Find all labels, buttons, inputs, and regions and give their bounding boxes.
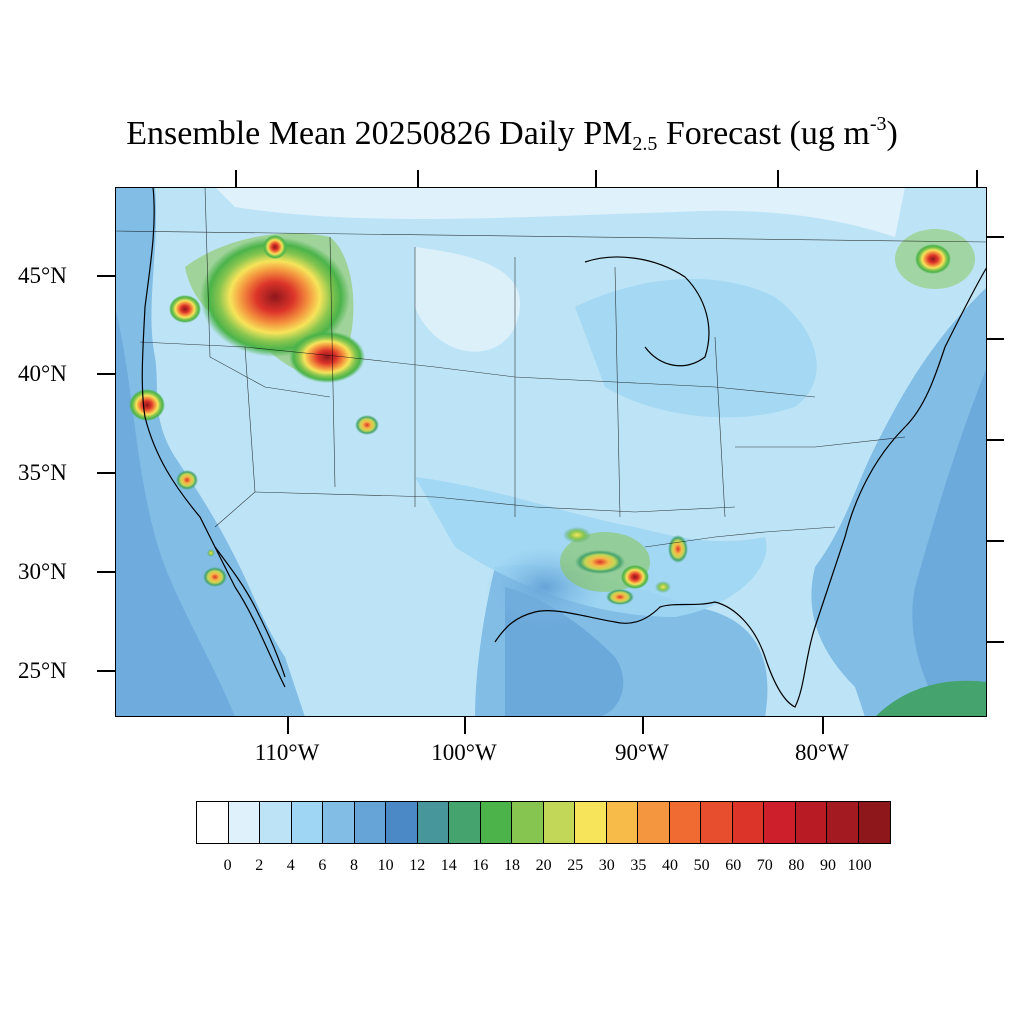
right-tick (987, 338, 1004, 340)
hotspot-idaho-montana (200, 237, 350, 357)
hotspot-baja (203, 567, 227, 587)
top-tick (417, 170, 419, 187)
hotspot-oregon (169, 295, 201, 323)
colorbar-label: 30 (598, 857, 615, 874)
left-tick (97, 571, 115, 573)
colorbar-label: 16 (472, 857, 489, 874)
colorbar-swatch (701, 802, 733, 843)
colorbar-label: 80 (788, 857, 805, 874)
left-tick (97, 472, 115, 474)
colorbar-swatch (417, 802, 450, 843)
colorbar-swatch (669, 802, 702, 843)
northern-clean-air (215, 187, 905, 237)
colorbar-label: 35 (630, 857, 647, 874)
colorbar-swatch (260, 802, 292, 843)
lat-label-40: 40°N (18, 361, 67, 386)
colorbar-label: 4 (286, 857, 295, 874)
left-tick (97, 275, 115, 277)
colorbar-label: 60 (725, 857, 742, 874)
colorbar-swatch (228, 802, 261, 843)
colorbar-swatch (827, 802, 859, 843)
caribbean-plume (875, 680, 987, 717)
bottom-tick (464, 717, 466, 734)
right-tick (987, 439, 1004, 441)
colorbar-swatch (858, 802, 891, 843)
colorbar-swatch (480, 802, 513, 843)
colorbar-label: 0 (223, 857, 232, 874)
colorbar-label: 25 (567, 857, 584, 874)
colorbar-label: 40 (662, 857, 678, 874)
colorbar-swatch (197, 802, 229, 843)
colorbar-swatch (638, 802, 670, 843)
top-tick (235, 170, 237, 187)
colorbar-label: 50 (693, 857, 710, 874)
hotspot-mississippi (668, 535, 688, 563)
right-tick (987, 236, 1004, 238)
colorbar-swatch (323, 802, 355, 843)
lon-label-80w: 80°W (795, 740, 849, 765)
colorbar-label: 100 (847, 857, 872, 874)
colorbar-swatch (512, 802, 544, 843)
lat-label-45: 45°N (18, 263, 67, 288)
colorbar-swatch (543, 802, 576, 843)
colorbar-swatch (575, 802, 607, 843)
colorbar (196, 801, 892, 844)
colorbar-swatch (732, 802, 765, 843)
colorbar-label: 18 (504, 857, 520, 874)
left-tick (97, 373, 115, 375)
chart-title: Ensemble Mean 20250826 Daily PM2.5 Forec… (126, 113, 898, 155)
bottom-tick (287, 717, 289, 734)
lon-label-90w: 90°W (615, 740, 669, 765)
lat-label-35: 35°N (18, 460, 67, 485)
state-borders (115, 187, 987, 548)
colorbar-label: 2 (255, 857, 264, 874)
top-tick (595, 170, 597, 187)
pm25-map (115, 187, 987, 717)
hotspot-louisiana (575, 550, 625, 574)
colorbar-swatch (354, 802, 387, 843)
bottom-tick (822, 717, 824, 734)
left-tick (97, 670, 115, 672)
lon-label-100w: 100°W (431, 740, 497, 765)
colorbar-swatch (795, 802, 828, 843)
concentration-field (115, 187, 987, 717)
top-tick (976, 170, 978, 187)
coastlines (141, 187, 987, 708)
hotspot-wyoming (289, 331, 365, 383)
lat-label-30: 30°N (18, 559, 67, 584)
colorbar-swatch (606, 802, 639, 843)
colorbar-swatch (291, 802, 324, 843)
colorbar-label: 8 (350, 857, 358, 874)
bottom-tick (642, 717, 644, 734)
colorbar-labels: 0 2 4 6 8 10 12 14 16 18 20 25 30 35 40 50 60 70 80 90 100 (0, 857, 1024, 877)
colorbar-label: 90 (820, 857, 836, 874)
colorbar-swatch (449, 802, 481, 843)
colorbar-label: 20 (535, 857, 552, 874)
colorbar-swatch (386, 802, 418, 843)
colorbar-label: 14 (440, 857, 457, 874)
lat-label-25: 25°N (18, 658, 67, 683)
hotspot-nova-scotia (915, 244, 951, 274)
colorbar-label: 6 (318, 857, 327, 874)
top-tick (777, 170, 779, 187)
hotspot-colorado (355, 415, 379, 435)
colorbar-label: 10 (377, 857, 394, 874)
lon-label-110w: 110°W (254, 740, 320, 765)
right-tick (987, 641, 1004, 643)
right-tick (987, 540, 1004, 542)
colorbar-label: 12 (409, 857, 426, 874)
hotspot-southern-nevada (176, 470, 198, 490)
colorbar-label: 70 (756, 857, 773, 874)
hotspot-northern-california (129, 389, 165, 421)
colorbar-swatch (764, 802, 796, 843)
